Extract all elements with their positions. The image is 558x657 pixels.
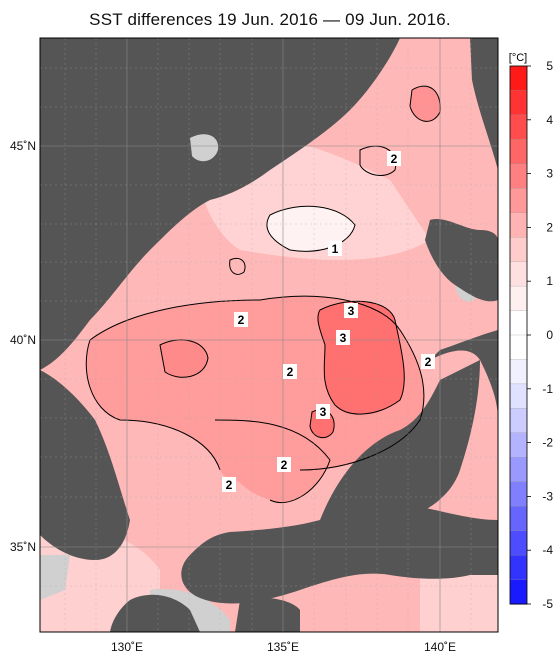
land-sakhalin (470, 38, 498, 170)
colorbar-swatches (509, 65, 528, 605)
colorbar-swatch (509, 90, 528, 116)
contour-lines (85, 85, 441, 504)
land-hokkaido (425, 218, 498, 302)
map-canvas (40, 38, 498, 632)
colorbar-tick-label: 2 (546, 220, 553, 234)
colorbar-swatch (509, 139, 528, 165)
colorbar-swatch (509, 310, 528, 336)
colorbar: [°C] 5 4 3 2 1 0 -1 -2 -3 -4 -5 (509, 52, 554, 611)
latitude-labels: 45˚N 40˚N 35˚N (10, 139, 36, 554)
contour-label: 2 (234, 312, 248, 327)
contour-labels: 2 1 3 3 2 2 2 3 2 2 (222, 151, 435, 492)
colorbar-tick-label: 5 (546, 59, 553, 73)
nodata-patch (40, 555, 70, 600)
colorbar-swatch (509, 506, 528, 532)
svg-text:2: 2 (238, 313, 245, 327)
island-nodata (190, 134, 219, 162)
colorbar-swatch (509, 212, 528, 238)
lat-label: 35˚N (10, 540, 36, 554)
colorbar-swatch (509, 554, 528, 581)
colorbar-tick-label: -3 (542, 489, 553, 503)
colorbar-tick-label: -4 (542, 543, 553, 557)
contour-2 (229, 257, 246, 275)
contour-label: 2 (421, 354, 435, 369)
graticule (40, 38, 498, 632)
contour-3 (317, 300, 405, 415)
map-frame (39, 37, 499, 633)
contour-2 (214, 419, 331, 504)
low-anomaly-patch (266, 206, 355, 252)
colorbar-swatch (509, 530, 528, 556)
svg-text:3: 3 (320, 405, 327, 419)
colorbar-tick-label: -2 (542, 436, 553, 450)
land-kyushu (110, 594, 200, 632)
contour-label: 3 (344, 303, 358, 318)
colorbar-swatch (509, 188, 528, 214)
contour-2 (89, 295, 425, 471)
svg-text:3: 3 (340, 331, 347, 345)
map-title: SST differences 19 Jun. 2016 — 09 Jun. 2… (89, 10, 451, 29)
contour-label: 3 (316, 404, 330, 419)
colorbar-tick-label: -1 (542, 382, 553, 396)
contour-label: 3 (336, 330, 350, 345)
colorbar-swatch (509, 65, 528, 92)
lat-label: 40˚N (10, 333, 36, 347)
svg-text:2: 2 (281, 458, 288, 472)
colorbar-swatch (509, 579, 528, 605)
lat-label: 45˚N (10, 139, 36, 153)
longitude-labels: 130˚E 135˚E 140˚E (111, 640, 456, 654)
colorbar-tick-label: 4 (546, 113, 553, 127)
land-shikoku (235, 597, 300, 632)
lon-label: 135˚E (267, 640, 299, 654)
svg-text:3: 3 (348, 304, 355, 318)
colorbar-ticks: 5 4 3 2 1 0 -1 -2 -3 -4 -5 (527, 59, 553, 611)
contour-2 (85, 339, 221, 471)
colorbar-swatch (509, 261, 528, 287)
land-korea (40, 370, 130, 560)
lon-label: 140˚E (424, 640, 456, 654)
colorbar-swatch (509, 408, 528, 434)
colorbar-swatch (509, 237, 528, 263)
contour-label: 2 (277, 457, 291, 472)
svg-text:2: 2 (226, 478, 233, 492)
contour-label: 1 (328, 241, 342, 256)
colorbar-swatch (509, 383, 528, 410)
contour-label: 2 (222, 477, 236, 492)
colorbar-swatch (509, 285, 528, 312)
svg-text:2: 2 (425, 355, 432, 369)
colorbar-swatch (509, 432, 528, 458)
minor-graticule (40, 38, 498, 632)
colorbar-swatch (509, 359, 528, 385)
colorbar-swatch (509, 334, 528, 361)
colorbar-tick-label: 0 (546, 328, 553, 342)
warm-zone-south (215, 420, 330, 503)
hot-spot-west (160, 339, 208, 378)
colorbar-tick-label: 1 (546, 274, 553, 288)
hot-zone (317, 301, 405, 415)
lon-label: 130˚E (111, 640, 143, 654)
colorbar-swatch (509, 481, 528, 507)
land-honshu (181, 330, 498, 604)
svg-text:1: 1 (332, 242, 339, 256)
colorbar-tick-label: -5 (542, 597, 553, 611)
colorbar-swatch (509, 163, 528, 189)
colorbar-swatch (509, 114, 528, 141)
colorbar-unit: [°C] (509, 52, 527, 64)
land-tohoku (430, 330, 498, 420)
hot-spot-northeast (410, 86, 441, 122)
contour-label: 2 (283, 364, 297, 379)
svg-text:2: 2 (391, 152, 398, 166)
colorbar-swatch (509, 457, 528, 483)
contour-label: 2 (387, 151, 401, 166)
svg-text:2: 2 (287, 365, 294, 379)
colorbar-tick-label: 3 (546, 167, 553, 181)
land-mainland (40, 38, 400, 370)
